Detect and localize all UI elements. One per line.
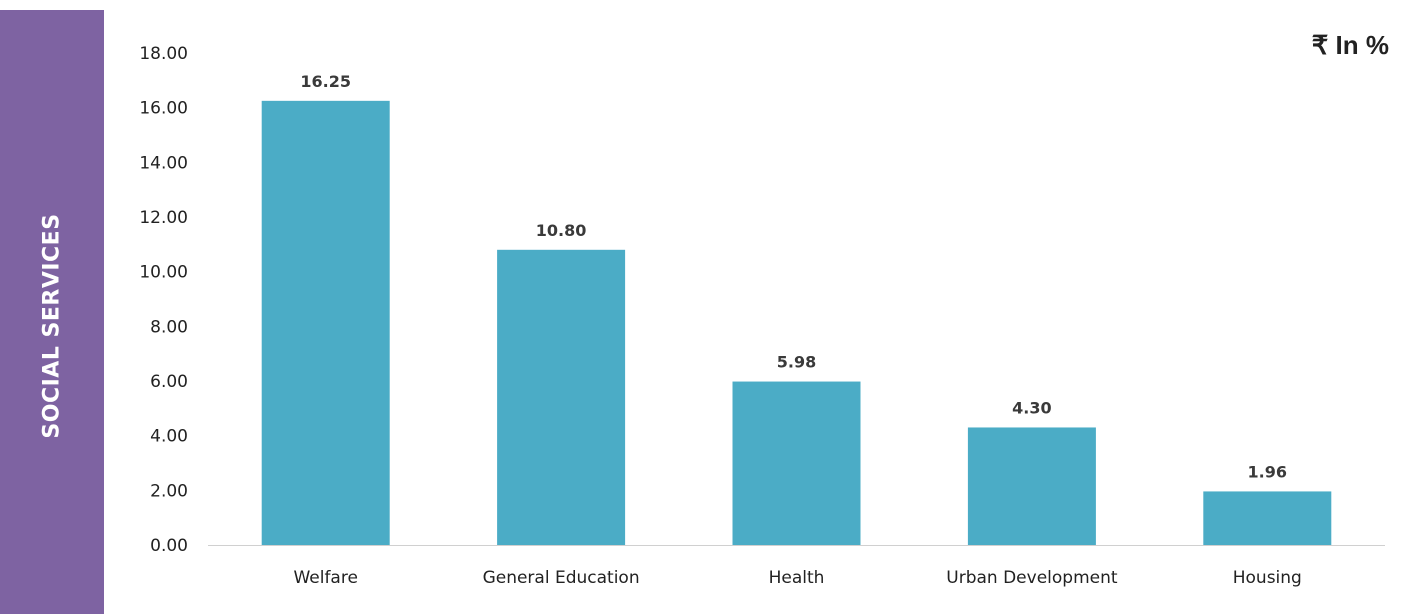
y-tick-label: 14.00 [139, 153, 188, 173]
data-labels: 16.25 10.80 5.98 4.30 1.96 [300, 72, 1287, 482]
data-label: 5.98 [777, 353, 816, 372]
category-label: Health [769, 568, 825, 588]
y-tick-label: 16.00 [139, 99, 188, 119]
y-tick-label: 0.00 [150, 536, 188, 556]
data-label: 16.25 [300, 72, 351, 91]
bar [732, 381, 861, 545]
bar [261, 100, 390, 545]
category-label: General Education [483, 568, 640, 588]
bar [1203, 491, 1332, 545]
bar [967, 427, 1096, 545]
category-labels: Welfare General Education Health Urban Deve… [293, 568, 1301, 588]
y-tick-label: 8.00 [150, 317, 188, 337]
y-tick-label: 12.00 [139, 208, 188, 228]
data-label: 1.96 [1248, 462, 1287, 481]
y-tick-label: 18.00 [139, 44, 188, 64]
bars [261, 100, 1332, 546]
data-label: 10.80 [536, 221, 587, 240]
unit-label: ₹ In % [1311, 30, 1389, 60]
y-tick-label: 4.00 [150, 427, 188, 447]
category-label: Welfare [293, 568, 357, 588]
y-tick-label: 6.00 [150, 372, 188, 392]
y-axis-ticks: 0.00 2.00 4.00 6.00 8.00 10.00 12.00 14.00 16.00… [139, 44, 188, 556]
data-label: 4.30 [1012, 398, 1051, 417]
category-label: Urban Development [946, 568, 1118, 588]
y-tick-label: 2.00 [150, 481, 188, 501]
category-label: Housing [1233, 568, 1302, 588]
side-band: SOCIAL SERVICES [0, 10, 104, 614]
y-tick-label: 10.00 [139, 263, 188, 283]
bar [497, 249, 626, 546]
